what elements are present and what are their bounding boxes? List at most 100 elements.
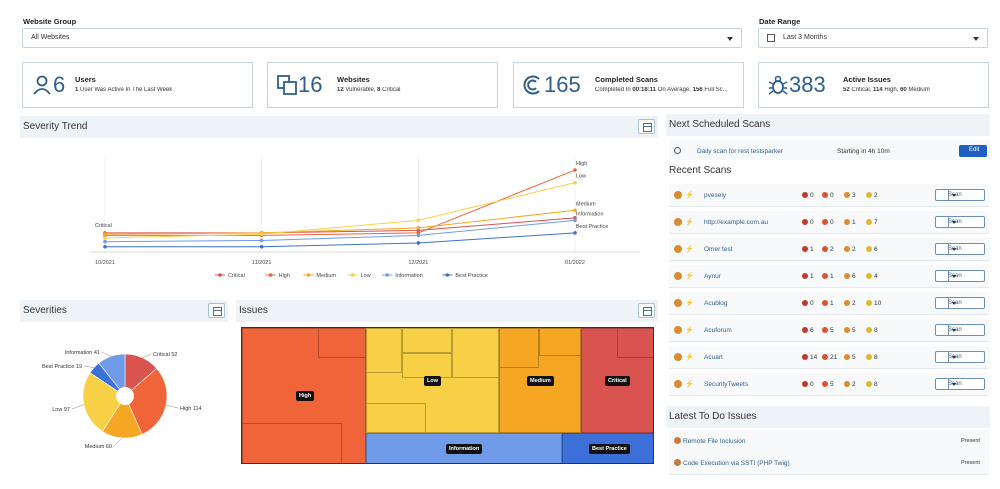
data-point[interactable]: [573, 231, 577, 235]
severities-title: Severities: [23, 305, 67, 316]
severity-count: 0: [802, 381, 814, 388]
date-range-value: Last 3 Months: [783, 34, 827, 41]
legend-marker: [385, 273, 390, 277]
pie-slice-high[interactable]: [124, 367, 168, 435]
legend-item[interactable]: High: [279, 273, 290, 279]
users-card[interactable]: 6 Users 1 User Was Active In The Last We…: [22, 62, 253, 108]
chevron-down-icon[interactable]: [948, 244, 960, 254]
scan-target-name[interactable]: http://example.com.au: [704, 219, 768, 226]
recent-scan-row[interactable]: ⚡ Acuforum 6 5 5 8 Scan: [669, 319, 989, 342]
severity-count: 0: [822, 219, 834, 226]
recent-scan-row[interactable]: ⚡ Acuart 14 21 5 8 Scan: [669, 346, 989, 369]
edit-button[interactable]: Edit: [959, 145, 987, 157]
data-point[interactable]: [416, 231, 421, 235]
scan-button[interactable]: Scan: [935, 243, 985, 255]
scan-target-name[interactable]: Acublog: [704, 300, 728, 307]
chevron-down-icon[interactable]: [948, 325, 960, 335]
recent-scan-row[interactable]: ⚡ Aynur 1 1 6 4 Scan: [669, 265, 989, 288]
scan-button[interactable]: Scan: [935, 189, 985, 201]
table-view-icon[interactable]: [638, 119, 655, 134]
todo-item[interactable]: Remote File Inclusion Present: [669, 430, 989, 453]
chevron-down-icon[interactable]: [948, 298, 960, 308]
scan-target-name[interactable]: Omer test: [704, 246, 733, 253]
data-point[interactable]: [416, 226, 421, 230]
scan-target-name[interactable]: SecurityTweets: [704, 381, 749, 388]
chevron-down-icon[interactable]: [948, 352, 960, 362]
end-label: Low: [576, 174, 586, 180]
websites-card[interactable]: 16 Websites 12 Vulnerable, 8 Critical: [267, 62, 498, 108]
users-count: 6: [53, 72, 66, 97]
data-point[interactable]: [103, 236, 107, 240]
legend-item[interactable]: Best Practice: [455, 273, 487, 279]
chevron-down-icon[interactable]: [948, 190, 960, 200]
treemap-critical-cell: [617, 328, 653, 358]
table-view-icon[interactable]: [208, 303, 225, 318]
recent-scan-row[interactable]: ⚡ SecurityTweets 0 5 2 8 Scan: [669, 373, 989, 396]
scan-button[interactable]: Scan: [935, 378, 985, 390]
pie-slice-low[interactable]: [82, 372, 126, 432]
scan-target-name[interactable]: Aynur: [704, 273, 721, 280]
status-icon: [674, 299, 682, 307]
data-point[interactable]: [416, 218, 421, 223]
bolt-icon: ⚡: [685, 192, 694, 199]
scan-icon: [523, 75, 540, 95]
scheduled-scan-name[interactable]: Daily scan for rest testsparker: [697, 148, 783, 155]
data-point[interactable]: [573, 216, 577, 220]
pie-leader-line: [71, 404, 84, 410]
data-point[interactable]: [573, 180, 577, 185]
issues-card[interactable]: 383 Active Issues 52 Critical, 114 High,…: [758, 62, 989, 108]
bolt-icon: ⚡: [685, 246, 694, 253]
chevron-down-icon[interactable]: [948, 217, 960, 227]
data-point[interactable]: [259, 238, 264, 243]
treemap-label-medium: Medium: [527, 376, 554, 386]
data-point[interactable]: [103, 244, 107, 249]
recent-scan-row[interactable]: ⚡ Omer test 1 2 2 6 Scan: [669, 238, 989, 261]
scan-target-name[interactable]: Acuart: [704, 354, 723, 361]
data-point[interactable]: [573, 218, 577, 223]
scan-button[interactable]: Scan: [935, 351, 985, 363]
treemap-label-high: High: [296, 391, 315, 401]
severity-count: 1: [822, 273, 834, 280]
legend-item[interactable]: Information: [395, 273, 423, 279]
todo-item[interactable]: Code Execution via SSTI (PHP Twig) Prese…: [669, 452, 989, 475]
pie-slice-information[interactable]: [98, 353, 126, 397]
recent-scan-row[interactable]: ⚡ http://example.com.au 0 0 1 7 Scan: [669, 211, 989, 234]
severity-count: 0: [802, 192, 814, 199]
data-point[interactable]: [416, 241, 421, 245]
severity-trend-chart: 10/2021 11/2021 12/2021 01/2022 High Low Mediu…: [90, 155, 640, 279]
legend-item[interactable]: Critical: [228, 273, 245, 279]
chevron-down-icon[interactable]: [948, 379, 960, 389]
todo-item-name[interactable]: Remote File Inclusion: [683, 438, 746, 445]
date-range-select[interactable]: Last 3 Months: [758, 28, 988, 48]
website-group-select[interactable]: All Websites: [22, 28, 742, 48]
table-view-icon[interactable]: [638, 303, 655, 318]
data-point[interactable]: [259, 232, 264, 236]
treemap-label-best-practice: Best Practice: [589, 444, 630, 454]
recent-scan-row[interactable]: ⚡ Acublog 0 1 2 10 Scan: [669, 292, 989, 315]
data-point[interactable]: [103, 232, 107, 236]
chevron-down-icon[interactable]: [948, 271, 960, 281]
recent-scans-title: Recent Scans: [669, 165, 732, 176]
scan-button[interactable]: Scan: [935, 324, 985, 336]
scan-target-name[interactable]: pvesely: [704, 192, 727, 199]
scans-card[interactable]: 165 Completed Scans Completed In 00:18:1…: [513, 62, 744, 108]
data-point[interactable]: [573, 168, 577, 172]
legend-item[interactable]: Low: [361, 273, 371, 279]
data-point[interactable]: [416, 228, 421, 233]
scans-subtitle: Completed In 00:18:11 On Average, 156 Fu…: [595, 87, 728, 93]
legend-item[interactable]: Medium: [316, 273, 336, 279]
scan-button[interactable]: Scan: [935, 270, 985, 282]
todo-item-name[interactable]: Code Execution via SSTI (PHP Twig): [683, 460, 790, 467]
recent-scan-row[interactable]: ⚡ pvesely 0 0 3 2 Scan: [669, 184, 989, 207]
data-point[interactable]: [103, 239, 107, 244]
scan-button[interactable]: Scan: [935, 297, 985, 309]
issues-count: 383: [789, 72, 826, 97]
data-point[interactable]: [573, 208, 577, 213]
scan-button[interactable]: Scan: [935, 216, 985, 228]
data-point[interactable]: [416, 233, 421, 238]
data-point[interactable]: [259, 244, 264, 249]
todo-header: Latest To Do Issues: [666, 406, 990, 428]
scan-target-name[interactable]: Acuforum: [704, 327, 732, 334]
websites-count: 16: [298, 72, 323, 97]
users-subtitle: 1 User Was Active In The Last Week: [75, 87, 173, 93]
